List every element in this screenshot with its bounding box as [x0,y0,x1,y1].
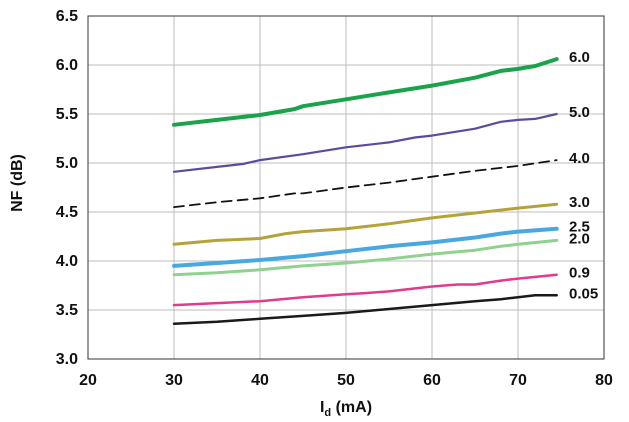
x-tick-label: 60 [423,372,441,389]
series-label-0.9: 0.9 [569,265,590,282]
series-label-6.0: 6.0 [569,49,590,66]
series-line-2.0 [172,238,559,277]
x-tick-label: 40 [251,372,269,389]
x-axis-title: Id (mA) [320,399,372,419]
x-tick-label: 30 [165,372,183,389]
x-axis-title-unit: (mA) [331,399,372,416]
x-tick-label: 50 [337,372,355,389]
series-line-3.0 [172,202,559,246]
y-tick-labels: 3.0 3.5 4.0 4.5 5.0 5.5 6.0 6.5 [56,8,78,368]
x-tick-label: 20 [79,372,97,389]
plot-area-frame [87,15,605,360]
series-line-6.0 [172,57,559,127]
y-tick-label: 3.5 [56,302,78,319]
y-tick-label: 5.5 [56,106,78,123]
y-tick-label: 4.5 [56,204,78,221]
series-label-2.5: 2.5 [569,219,590,236]
y-tick-label: 6.5 [56,8,78,25]
x-tick-labels: 20 30 40 50 60 70 80 [79,372,613,389]
y-tick-label: 5.0 [56,155,78,172]
series-labels: 6.0 5.0 4.0 3.0 2.52.0 0.9 0.05 [569,49,598,302]
series-lines [172,57,559,325]
y-axis-title: NF (dB) [9,154,26,212]
series-label-3.0: 3.0 [569,194,590,211]
series-label-2.0: 2.0 [569,230,590,247]
grid [88,16,604,359]
x-axis-title-subscript: d [324,407,331,419]
series-label-5.0: 5.0 [569,104,590,121]
y-tick-label: 6.0 [56,57,78,74]
y-tick-label: 4.0 [56,253,78,270]
series-label-4.0: 4.0 [569,150,590,167]
series-line-0.9 [172,273,558,307]
series-line-2.5 [172,226,559,268]
x-tick-label: 70 [509,372,527,389]
series-line-4.0 [173,159,558,208]
x-tick-label: 80 [595,372,613,389]
x-axis-title-symbol: I [320,399,324,416]
series-label-0.05: 0.05 [569,285,598,302]
series-line-0.05 [172,294,558,325]
y-tick-label: 3.0 [56,351,78,368]
series-line-5.0 [172,112,558,173]
